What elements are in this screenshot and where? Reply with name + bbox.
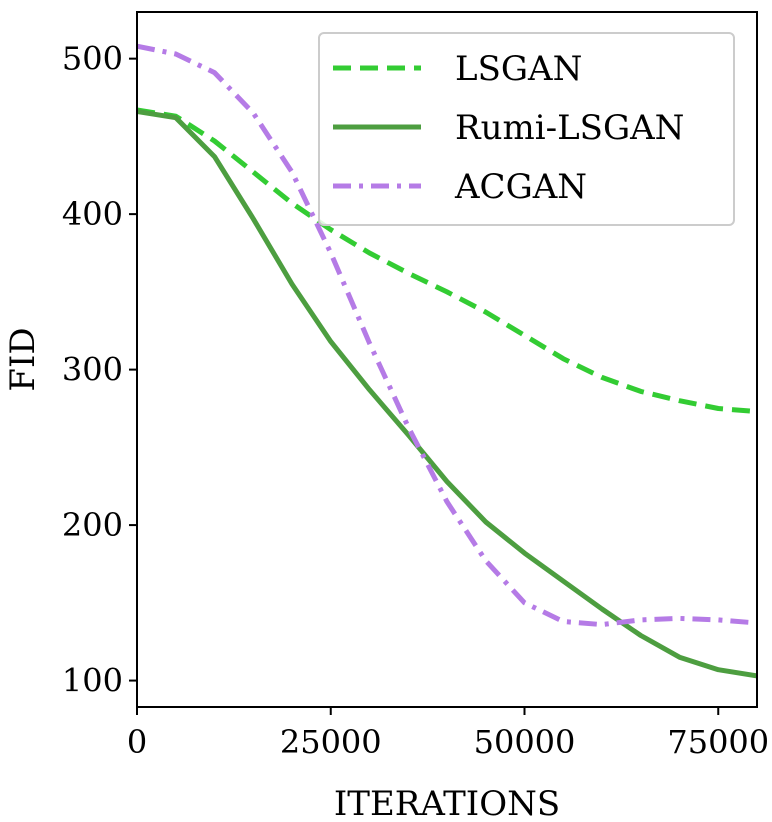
x-tick-label: 50000: [474, 723, 576, 761]
series-line-rumi-lsgan: [137, 109, 757, 679]
legend-box: [318, 32, 735, 226]
legend-label: LSGAN: [455, 49, 582, 89]
y-tick-label: 400: [62, 195, 123, 233]
plot-lines: [137, 43, 757, 679]
y-tick-label: 100: [62, 662, 123, 700]
x-tick-label: 75000: [667, 723, 769, 761]
y-tick-label: 200: [62, 506, 123, 544]
axis-ticks: 0 25000 50000 75000 100 200 300 400 500: [62, 40, 769, 761]
plot-frame: [136, 11, 758, 708]
y-tick-label: 500: [62, 40, 123, 78]
y-tick-label: 300: [62, 351, 123, 389]
series-line-acgan: [137, 43, 757, 628]
legend-label: ACGAN: [454, 167, 587, 207]
series-line-lsgan: [137, 107, 757, 415]
legend-label: Rumi-LSGAN: [455, 108, 684, 148]
x-axis-label: ITERATIONS: [334, 784, 560, 822]
x-tick-label: 25000: [280, 723, 382, 761]
y-axis-label: FID: [3, 327, 43, 391]
x-tick-label: 0: [127, 723, 147, 761]
legend: LSGAN Rumi-LSGAN ACGAN: [318, 32, 735, 226]
